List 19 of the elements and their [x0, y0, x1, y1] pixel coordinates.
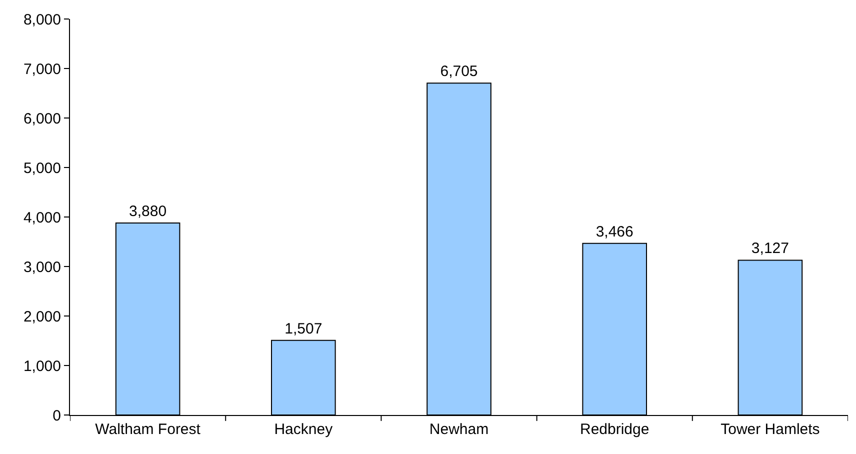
data-label: 6,705: [440, 63, 478, 80]
y-tick-label: 8,000: [23, 11, 61, 28]
x-tick-label: Tower Hamlets: [720, 421, 820, 438]
y-tick-label: 1,000: [23, 358, 61, 375]
data-label: 3,880: [129, 202, 167, 220]
y-tick-label: 5,000: [23, 160, 61, 177]
y-tick-label: 6,000: [23, 110, 61, 128]
data-label: 1,507: [284, 320, 322, 338]
data-label: 3,466: [596, 223, 634, 240]
x-tick-label: Redbridge: [580, 421, 650, 438]
y-tick-label: 7,000: [23, 60, 61, 78]
y-tick-label: 0: [52, 407, 61, 424]
y-tick-label: 4,000: [23, 209, 61, 226]
data-label: 3,127: [751, 240, 789, 258]
x-tick-label: Newham: [429, 421, 489, 438]
y-tick-label: 3,000: [23, 258, 61, 276]
x-tick-label: Hackney: [274, 421, 334, 438]
y-tick-label: 2,000: [23, 308, 61, 326]
x-tick-label: Waltham Forest: [95, 421, 202, 438]
